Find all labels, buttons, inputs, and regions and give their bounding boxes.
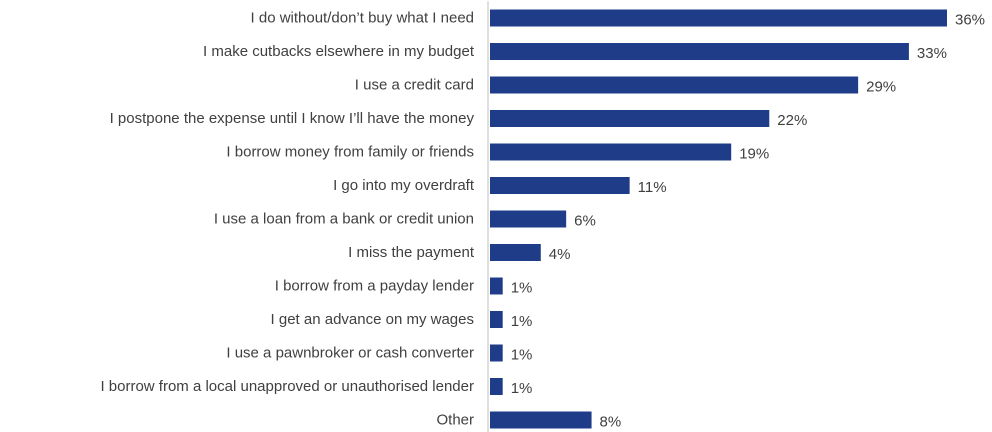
value-label: 1% (511, 313, 533, 330)
category-label: I get an advance on my wages (271, 311, 474, 328)
value-label: 36% (955, 12, 985, 29)
bar (490, 76, 859, 94)
value-label: 6% (574, 213, 596, 230)
bar (490, 210, 567, 228)
bar (490, 9, 947, 27)
category-label: I miss the payment (348, 244, 475, 261)
category-label: Other (436, 412, 474, 429)
bar (490, 277, 503, 295)
bar (490, 344, 503, 362)
value-label: 11% (638, 179, 667, 196)
bar (490, 143, 732, 161)
category-label: I use a credit card (355, 77, 474, 94)
category-label: I use a loan from a bank or credit union (214, 211, 474, 228)
value-label: 29% (866, 79, 896, 96)
category-label: I make cutbacks elsewhere in my budget (203, 43, 475, 60)
bar (490, 311, 503, 328)
category-label: I use a pawnbroker or cash converter (226, 345, 474, 362)
category-label: I do without/don’t buy what I need (251, 10, 474, 27)
bar (490, 378, 503, 395)
category-label: I postpone the expense until I know I’ll… (110, 110, 475, 127)
category-label: I borrow from a local unapproved or unau… (100, 378, 474, 395)
bar (490, 177, 630, 194)
value-label: 1% (511, 380, 533, 397)
value-label: 1% (511, 347, 533, 364)
bar (490, 110, 770, 127)
category-label: I borrow money from family or friends (226, 144, 474, 161)
bar (490, 411, 592, 429)
value-label: 33% (917, 45, 947, 62)
value-label: 22% (777, 112, 807, 129)
value-label: 19% (739, 146, 769, 163)
bar (490, 43, 909, 60)
category-label: I borrow from a payday lender (275, 278, 474, 295)
bar (490, 244, 541, 261)
value-label: 8% (600, 414, 622, 431)
value-label: 1% (511, 280, 533, 297)
category-label: I go into my overdraft (333, 177, 475, 194)
value-label: 4% (549, 246, 571, 263)
